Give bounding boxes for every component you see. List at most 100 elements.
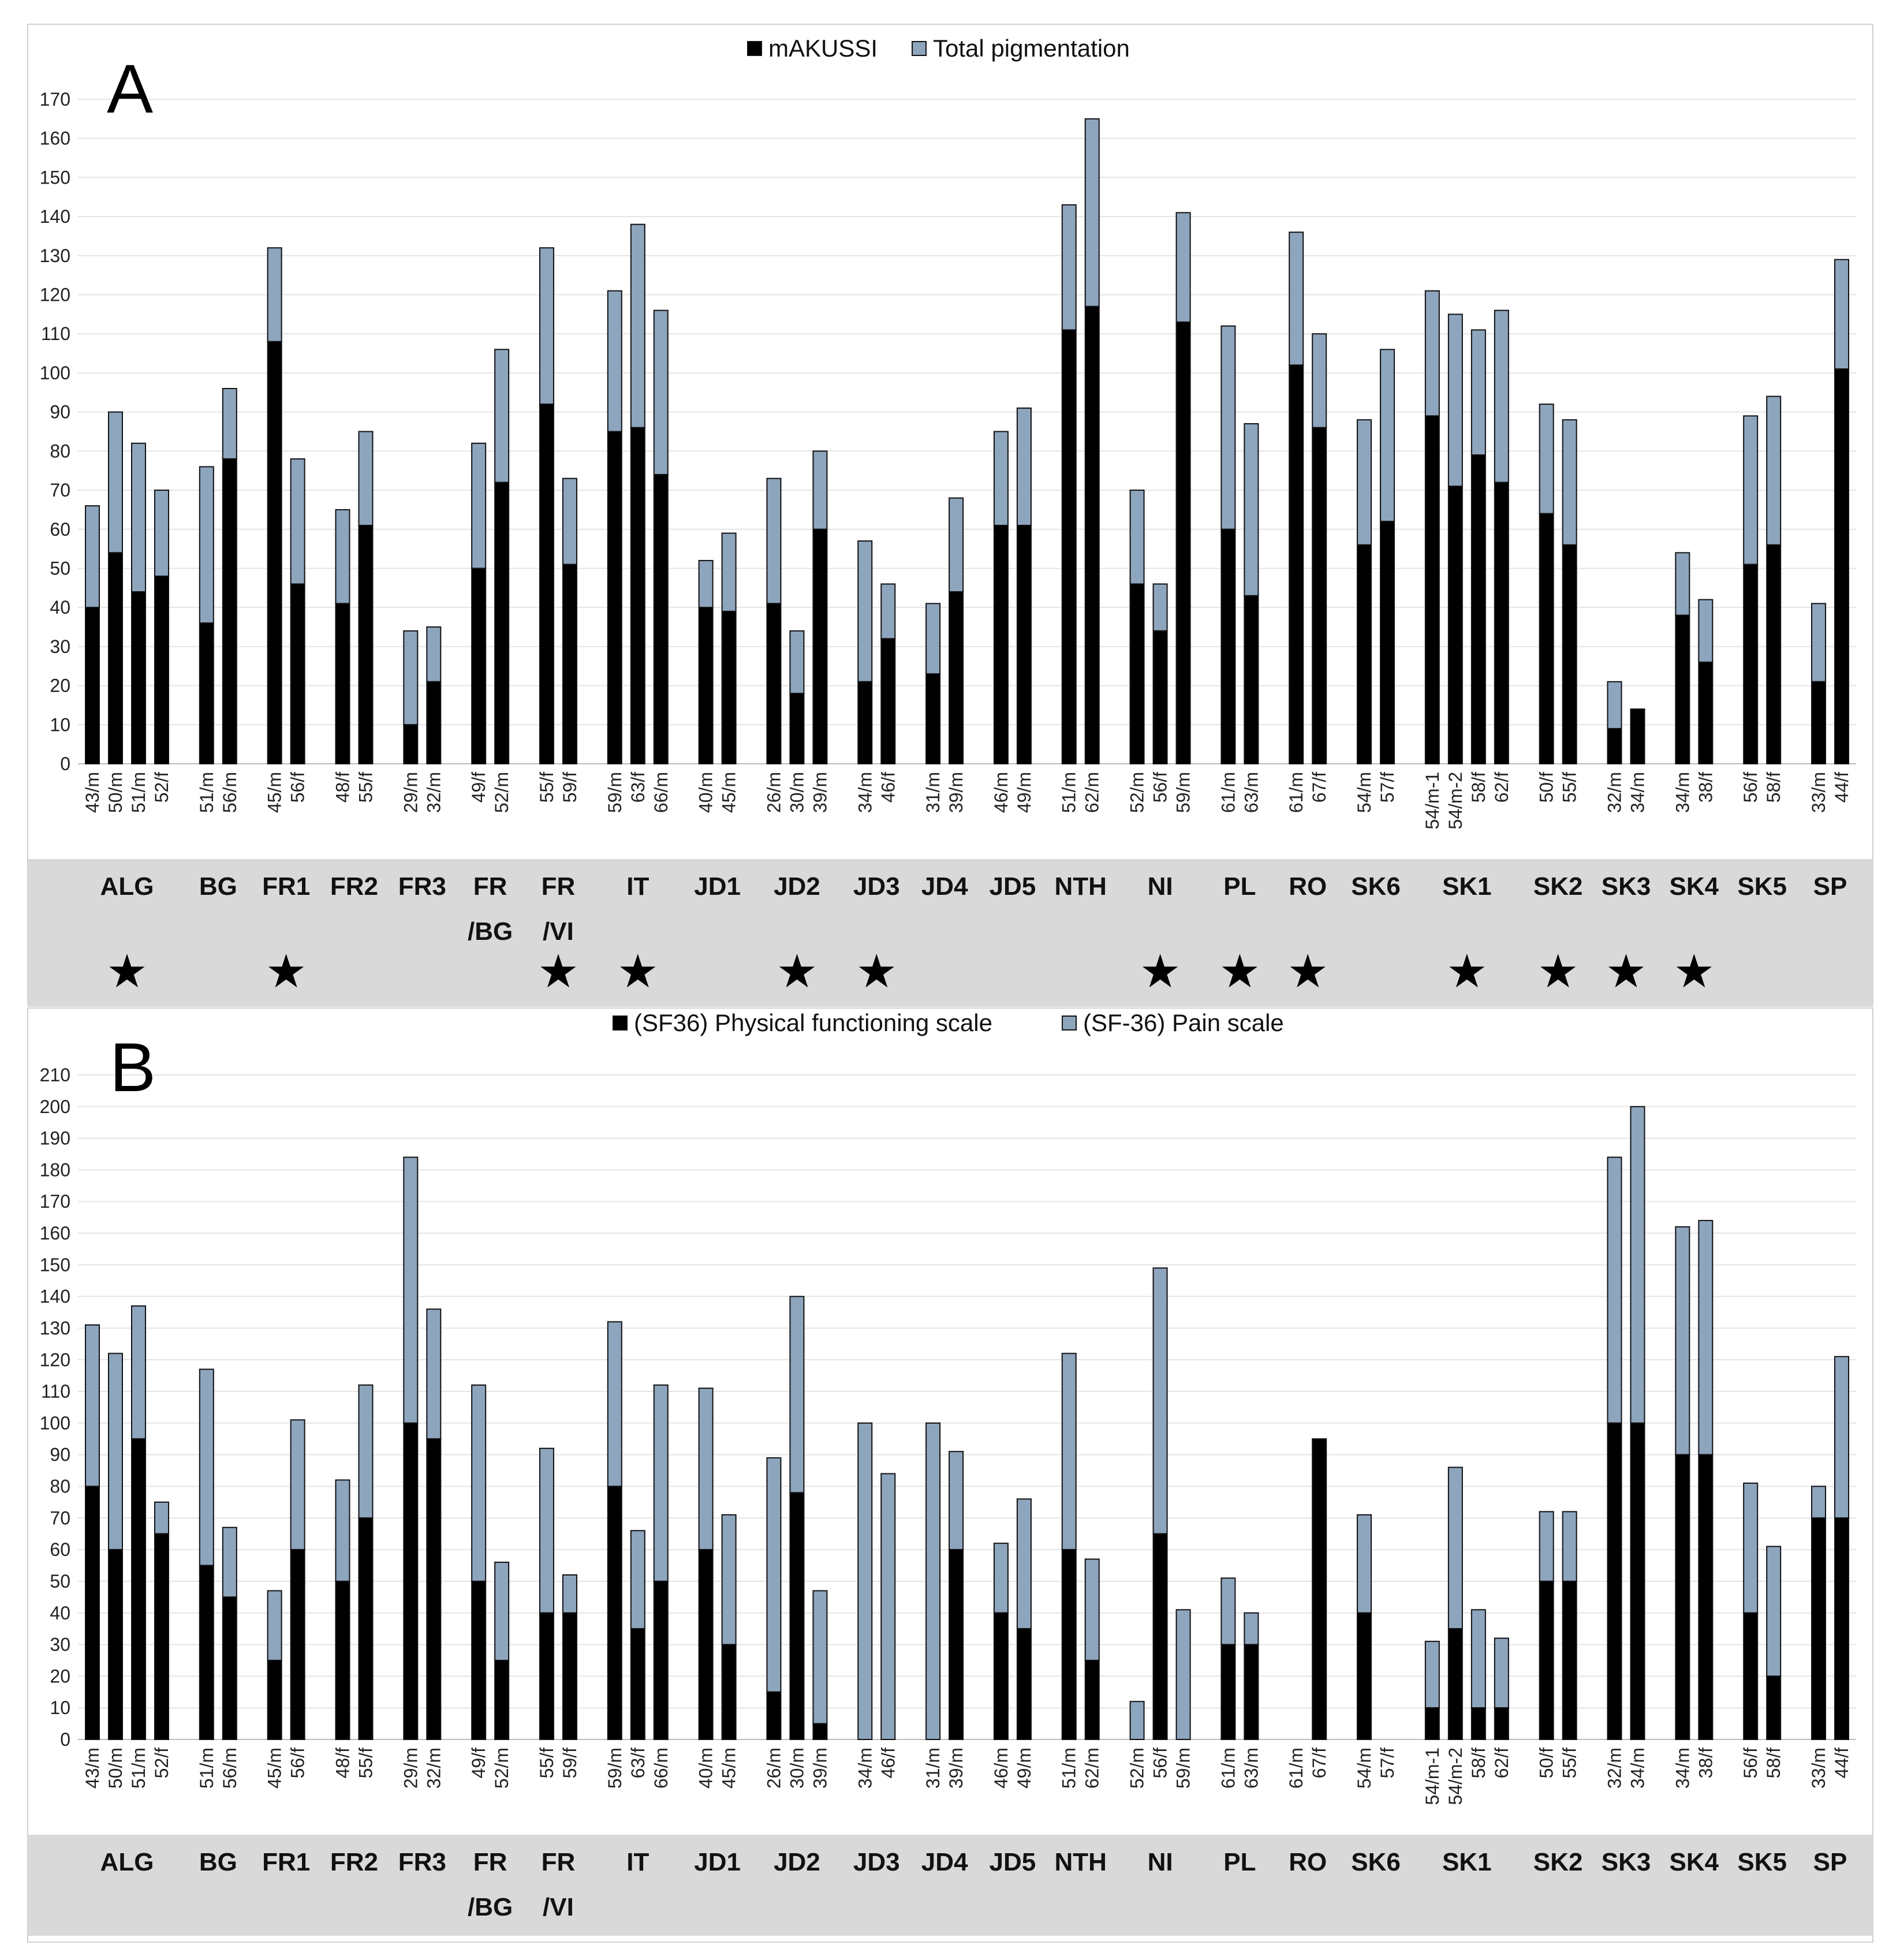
- bar-sublabel: 58/f: [1468, 1748, 1489, 1778]
- y-tick-label: 170: [40, 89, 70, 110]
- group-label: SK6: [1351, 1848, 1401, 1876]
- bar-light-segment: [1766, 395, 1782, 546]
- group-label: JD2: [774, 1848, 820, 1876]
- bar-sublabel: 46/f: [878, 1748, 898, 1778]
- bar-dark-segment: [766, 603, 782, 764]
- bar-light-segment: [131, 1305, 146, 1440]
- group-label: SP: [1813, 872, 1847, 901]
- panel-b: 0 10 20 30 40 50 60 70 80 90 100 110 120 130 140 150 160…: [27, 1007, 1873, 1943]
- bar-light-segment: [653, 309, 669, 475]
- bar-light-segment: [403, 1156, 419, 1424]
- group-label: SK3: [1602, 872, 1651, 901]
- bar-dark-segment: [1470, 454, 1486, 764]
- bar-dark-segment: [949, 1549, 964, 1740]
- bar-dark-segment: [1811, 1517, 1826, 1740]
- bar-sublabel: 29/m: [400, 772, 421, 813]
- panel-letter: A: [107, 50, 153, 128]
- bar-sublabel: 51/m: [128, 772, 149, 813]
- bar-dark-segment: [1607, 728, 1622, 764]
- y-tick-label: 210: [40, 1065, 70, 1085]
- bar-dark-segment: [789, 693, 805, 764]
- bar-sublabel: 30/m: [786, 772, 807, 813]
- bar-dark-segment: [698, 607, 714, 765]
- bar-light-segment: [1494, 309, 1509, 483]
- bar-sublabel: 52/m: [1127, 772, 1148, 813]
- bar-dark-segment: [335, 603, 350, 764]
- bar-light-segment: [1539, 1511, 1554, 1582]
- bar-light-segment: [426, 626, 442, 682]
- bar-light-segment: [721, 1514, 737, 1645]
- significance-star-icon: ★: [106, 944, 148, 998]
- bar-light-segment: [1470, 329, 1486, 456]
- bar-sublabel: 58/f: [1468, 772, 1489, 802]
- group-label: SK3: [1602, 1848, 1651, 1876]
- bar-dark-segment: [1447, 486, 1463, 764]
- bar-dark-segment: [290, 1549, 305, 1740]
- bar-light-segment: [562, 477, 577, 565]
- significance-star-icon: ★: [1537, 944, 1579, 998]
- bar-sublabel: 45/m: [719, 772, 740, 813]
- bar-dark-segment: [199, 622, 214, 764]
- bar-light-segment: [471, 442, 487, 569]
- group-label: SK6: [1351, 872, 1401, 901]
- bar-light-segment: [653, 1384, 669, 1582]
- bar-light-segment: [698, 559, 714, 608]
- significance-star-icon: ★: [1446, 944, 1488, 998]
- bar-dark-segment: [403, 1422, 419, 1740]
- bar-sublabel: 40/m: [696, 1748, 716, 1789]
- bar-dark-segment: [1539, 513, 1554, 765]
- bar-sublabel: 56/f: [1150, 1748, 1171, 1778]
- bar-sublabel: 63/f: [628, 1748, 648, 1778]
- group-band: [28, 1835, 1873, 1936]
- bar-light-segment: [857, 1422, 873, 1740]
- bar-dark-segment: [222, 458, 237, 764]
- y-tick-label: 70: [50, 1507, 70, 1528]
- bar-light-segment: [812, 450, 828, 530]
- bar-dark-segment: [721, 1644, 737, 1741]
- bar-dark-segment: [1289, 364, 1304, 764]
- bar-light-segment: [949, 497, 964, 593]
- bar-sublabel: 50/m: [105, 772, 126, 813]
- y-tick-label: 180: [40, 1159, 70, 1180]
- bar-sublabel: 54/m: [1354, 772, 1375, 813]
- bar-dark-segment: [949, 591, 964, 764]
- group-label: JD3: [853, 872, 900, 901]
- bar-sublabel: 39/m: [809, 1748, 830, 1789]
- y-tick-label: 170: [40, 1191, 70, 1212]
- bar-sublabel: 55/f: [355, 772, 376, 802]
- bar-sublabel: 62/m: [1082, 1748, 1103, 1789]
- bar-light-segment: [1244, 1612, 1259, 1645]
- bar-dark-segment: [1834, 1517, 1849, 1740]
- bar-dark-segment: [1562, 544, 1577, 764]
- bar-light-segment: [993, 431, 1009, 526]
- bar-sublabel: 55/f: [536, 1748, 557, 1778]
- significance-star-icon: ★: [1140, 944, 1181, 998]
- y-tick-label: 200: [40, 1096, 70, 1117]
- bar-dark-segment: [1357, 544, 1372, 764]
- bar-sublabel: 49/f: [468, 1748, 489, 1778]
- y-tick-label: 60: [50, 1539, 70, 1560]
- bar-dark-segment: [607, 431, 622, 764]
- bar-light-segment: [1698, 599, 1714, 663]
- group-label: FR3: [398, 872, 446, 901]
- bar-dark-segment: [880, 638, 896, 765]
- bar-dark-segment: [539, 404, 554, 764]
- bar-dark-segment: [539, 1612, 554, 1741]
- bar-sublabel: 57/f: [1377, 1748, 1398, 1778]
- bar-sublabel: 54/m-1: [1422, 1748, 1443, 1805]
- group-label-line2: /VI: [543, 1893, 574, 1921]
- bar-light-segment: [766, 477, 782, 604]
- bar-sublabel: 61/m: [1218, 772, 1238, 813]
- group-label-line2: /BG: [468, 917, 513, 946]
- bar-dark-segment: [494, 1659, 510, 1740]
- bar-sublabel: 40/m: [696, 772, 716, 813]
- bar-dark-segment: [1766, 544, 1782, 764]
- bar-sublabel: 52/m: [1127, 1748, 1148, 1789]
- bar-light-segment: [1312, 333, 1327, 428]
- legend-swatch-light: [1062, 1016, 1077, 1031]
- bar-sublabel: 31/m: [923, 772, 943, 813]
- y-tick-label: 80: [50, 440, 70, 461]
- bar-light-segment: [1607, 681, 1622, 730]
- bar-light-segment: [1834, 259, 1849, 370]
- bar-light-segment: [539, 1447, 554, 1614]
